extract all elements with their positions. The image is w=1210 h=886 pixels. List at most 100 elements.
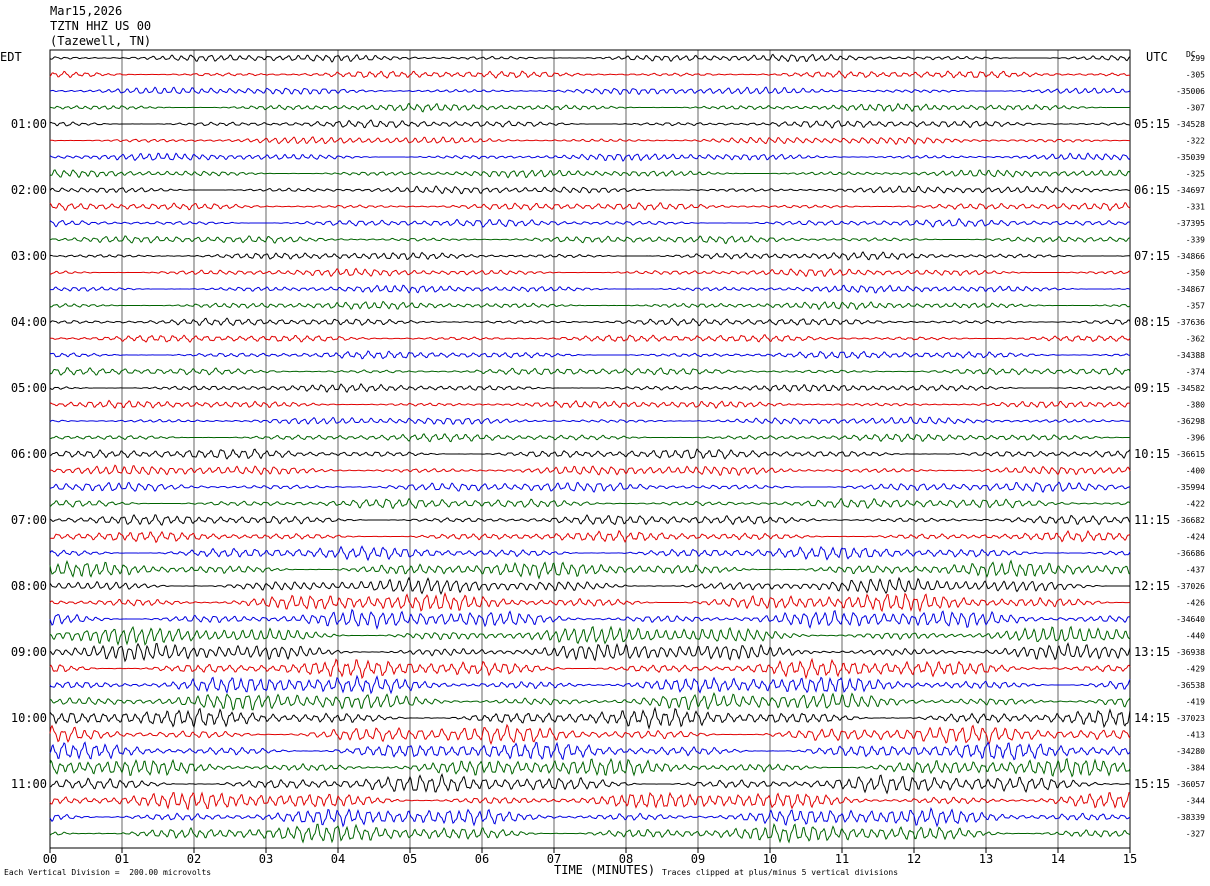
plot-date: Mar15,2026 <box>50 4 123 18</box>
dc-offset-label: -440 <box>1186 632 1205 641</box>
trace-line <box>49 591 1131 613</box>
trace-line <box>49 53 1131 63</box>
edt-hour-label: 05:00 <box>11 381 47 395</box>
trace-line <box>49 513 1131 526</box>
utc-hour-label: 06:15 <box>1134 183 1170 197</box>
trace-line <box>49 334 1131 343</box>
dc-offset-label: -362 <box>1186 335 1205 344</box>
edt-hour-label: 04:00 <box>11 315 47 329</box>
x-tick-label: 06 <box>475 852 489 866</box>
dc-offset-header: DC <box>1186 50 1196 59</box>
dc-offset-label: -36298 <box>1176 417 1205 426</box>
dc-offset-label: -327 <box>1186 830 1205 839</box>
edt-hour-label: 09:00 <box>11 645 47 659</box>
trace-line <box>49 576 1131 596</box>
x-tick-label: 08 <box>619 852 633 866</box>
utc-hour-label: 12:15 <box>1134 579 1170 593</box>
plot-frame <box>49 49 1131 849</box>
dc-offset-label: -422 <box>1186 500 1205 509</box>
x-tick-label: 12 <box>907 852 921 866</box>
utc-hour-label: 11:15 <box>1134 513 1170 527</box>
trace-line <box>49 284 1131 294</box>
x-tick-label: 14 <box>1051 852 1065 866</box>
station-location: (Tazewell, TN) <box>50 34 152 48</box>
trace-line <box>49 70 1131 79</box>
trace-line <box>49 448 1131 460</box>
trace-line <box>49 674 1131 695</box>
trace-line <box>49 86 1131 96</box>
trace-line <box>49 723 1131 746</box>
dc-offset-label: -331 <box>1186 203 1205 212</box>
dc-offset-label: -384 <box>1186 764 1205 773</box>
dc-offset-label: -38339 <box>1176 813 1205 822</box>
trace-line <box>49 757 1131 778</box>
x-tick-label: 13 <box>979 852 993 866</box>
dc-offset-label: -36686 <box>1176 549 1205 558</box>
dc-offset-label: -37636 <box>1176 318 1205 327</box>
trace-line <box>49 399 1131 409</box>
dc-offset-label: -37395 <box>1176 219 1205 228</box>
dc-offset-label: -34867 <box>1176 285 1205 294</box>
x-tick-label: 09 <box>691 852 705 866</box>
trace-line <box>49 202 1131 212</box>
dc-offset-label: -34640 <box>1176 615 1205 624</box>
x-tick-label: 05 <box>403 852 417 866</box>
dc-offset-label: -396 <box>1186 434 1205 443</box>
trace-line <box>49 169 1131 179</box>
x-tick-label: 11 <box>835 852 849 866</box>
trace-line <box>49 807 1131 828</box>
edt-hour-label: 02:00 <box>11 183 47 197</box>
utc-hour-label: 15:15 <box>1134 777 1170 791</box>
dc-offset-label: -429 <box>1186 665 1205 674</box>
utc-hour-label: 09:15 <box>1134 381 1170 395</box>
trace-line <box>49 608 1131 630</box>
x-tick-label: 02 <box>187 852 201 866</box>
right-timezone-label: UTC <box>1146 50 1168 64</box>
trace-line <box>49 559 1131 580</box>
dc-offset-label: -400 <box>1186 467 1205 476</box>
dc-offset-label: -36938 <box>1176 648 1205 657</box>
trace-line <box>49 416 1131 426</box>
dc-offset-label: -34866 <box>1176 252 1205 261</box>
dc-offset-label: -380 <box>1186 401 1205 410</box>
station-code: TZTN HHZ US 00 <box>50 19 152 33</box>
trace-line <box>49 625 1131 646</box>
dc-offset-label: -36057 <box>1176 780 1205 789</box>
utc-hour-label: 05:15 <box>1134 117 1170 131</box>
dc-offset-label: -36682 <box>1176 516 1205 525</box>
dc-offset-label: -37023 <box>1176 714 1205 723</box>
trace-line <box>49 152 1131 162</box>
trace-line <box>49 267 1131 278</box>
x-axis-label: TIME (MINUTES) <box>554 863 656 877</box>
dc-offset-label: -339 <box>1186 236 1205 245</box>
trace-line <box>49 822 1131 844</box>
dc-offset-label: -307 <box>1186 104 1205 113</box>
dc-offset-label: -36615 <box>1176 450 1205 459</box>
trace-line <box>49 692 1131 711</box>
scale-note: Each Vertical Division = 200.00 microvol… <box>4 868 212 877</box>
edt-hour-label: 08:00 <box>11 579 47 593</box>
trace-line <box>50 136 1131 146</box>
trace-line <box>49 367 1131 376</box>
dc-offset-label: -424 <box>1186 533 1205 542</box>
trace-line <box>49 464 1131 477</box>
trace-line <box>49 235 1130 245</box>
edt-hour-label: 10:00 <box>11 711 47 725</box>
trace-line <box>49 251 1131 261</box>
dc-offset-label: -305 <box>1186 71 1205 80</box>
dc-offset-label: -437 <box>1186 566 1205 575</box>
edt-hour-label: 06:00 <box>11 447 47 461</box>
utc-hour-label: 13:15 <box>1134 645 1170 659</box>
edt-hour-label: 07:00 <box>11 513 47 527</box>
edt-hour-label: 03:00 <box>11 249 47 263</box>
dc-offset-label: -35994 <box>1176 483 1205 492</box>
dc-offset-label: -34697 <box>1176 186 1205 195</box>
dc-offset-label: -36538 <box>1176 681 1205 690</box>
dc-offset-label: -426 <box>1186 599 1205 608</box>
dc-offset-label: -34280 <box>1176 747 1205 756</box>
trace-line <box>49 383 1131 394</box>
x-tick-label: 10 <box>763 852 777 866</box>
dc-offset-label: -34528 <box>1176 120 1205 129</box>
utc-hour-label: 10:15 <box>1134 447 1170 461</box>
